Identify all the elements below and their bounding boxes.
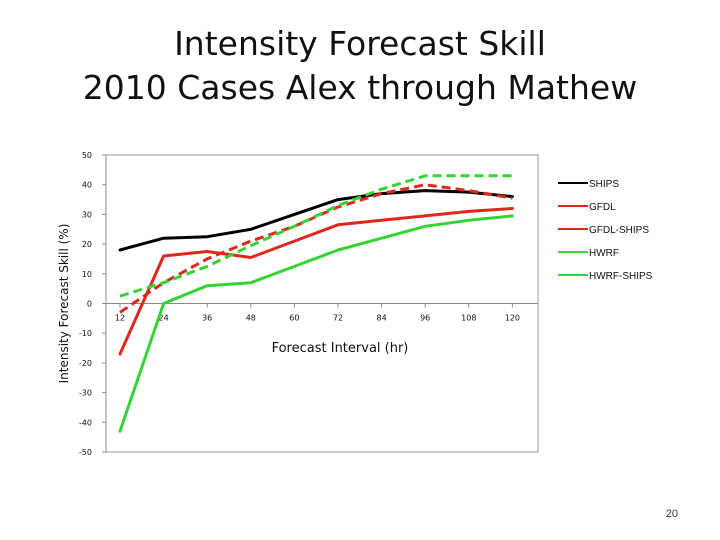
series-line-gfdl [118, 207, 514, 356]
y-tick-label: -30 [79, 389, 92, 398]
x-tick-label: 48 [246, 314, 256, 323]
x-tick-label: 84 [377, 314, 387, 323]
y-tick-label: 30 [82, 210, 92, 219]
series-line-ships [118, 189, 514, 252]
x-tick-label: 60 [289, 314, 299, 323]
x-tick-label: 72 [333, 314, 343, 323]
x-tick-label: 120 [505, 314, 520, 323]
slide-title: Intensity Forecast Skill 2010 Cases Alex… [0, 22, 720, 110]
y-tick-label: 40 [82, 181, 92, 190]
x-tick-label: 36 [202, 314, 212, 323]
legend-label-hwrf: HWRF [589, 248, 619, 259]
y-tick-label: -50 [79, 448, 92, 457]
series-line-gfdl-ships [119, 183, 513, 314]
x-tick-label: 108 [461, 314, 476, 323]
y-tick-label: 0 [87, 300, 92, 309]
series-line-hwrf-ships [119, 174, 513, 298]
y-tick-label: -20 [79, 359, 92, 368]
page-number: 20 [665, 508, 678, 520]
legend-label-gfdl-ships: GFDL-SHIPS [589, 225, 649, 236]
x-tick-label: 12 [115, 314, 125, 323]
series-line-hwrf [118, 214, 514, 433]
legend-label-gfdl: GFDL [589, 202, 616, 213]
y-tick-label: 10 [82, 270, 92, 279]
y-tick-label: -10 [79, 329, 92, 338]
y-tick-label: 50 [82, 151, 92, 160]
y-tick-label: -40 [79, 418, 92, 427]
y-axis-label: Intensity Forecast Skill (%) [57, 224, 71, 384]
legend-label-ships: SHIPS [589, 179, 619, 190]
x-axis-label: Forecast Interval (hr) [272, 341, 409, 356]
title-line-1: Intensity Forecast Skill [174, 24, 546, 63]
title-line-2: 2010 Cases Alex through Mathew [82, 68, 638, 107]
x-tick-label: 96 [420, 314, 430, 323]
legend-label-hwrf-ships: HWRF-SHIPS [589, 271, 653, 282]
y-tick-label: 20 [82, 240, 92, 249]
x-tick-label: 24 [159, 314, 169, 323]
